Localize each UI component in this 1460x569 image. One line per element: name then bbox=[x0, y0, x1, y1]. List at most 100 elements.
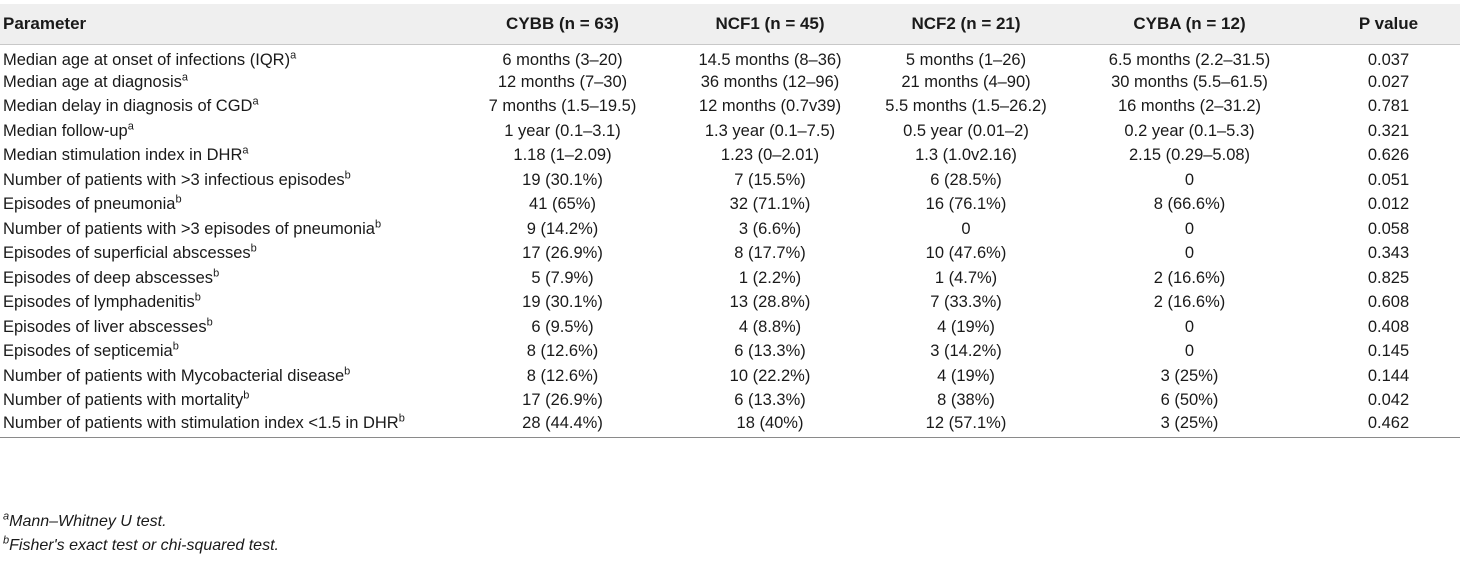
header-cybb: CYBB (n = 63) bbox=[455, 4, 670, 45]
cell-ncf2: 5 months (1–26) bbox=[905, 50, 1027, 69]
table-row: Number of patients with >3 infectious ep… bbox=[0, 168, 1460, 193]
cell-cybb: 8 (12.6%) bbox=[526, 342, 599, 361]
data-table: Parameter CYBB (n = 63) NCF1 (n = 45) NC… bbox=[0, 4, 1460, 438]
cell-parameter: Episodes of liver abscessesb bbox=[0, 315, 455, 340]
footnote-marker: a bbox=[127, 120, 134, 133]
cell-cybb: 1.18 (1–2.09) bbox=[513, 146, 612, 165]
cell-cybb: 6 (9.5%) bbox=[531, 317, 594, 336]
cell-ncf1: 13 (28.8%) bbox=[729, 293, 811, 312]
header-ncf2: NCF2 (n = 21) bbox=[870, 4, 1062, 45]
cell-parameter: Number of patients with mortalityb bbox=[0, 388, 455, 413]
parameter-label: Episodes of pneumonia bbox=[3, 195, 176, 214]
footnote-b-text: Fisher's exact test or chi-squared test. bbox=[9, 537, 279, 554]
footnote-marker: b bbox=[194, 291, 201, 304]
cell-ncf2: 1.3 (1.0v2.16) bbox=[915, 146, 1017, 165]
cell-cyba: 30 months (5.5–61.5) bbox=[1111, 72, 1268, 91]
cell-ncf1: 12 months (0.7v39) bbox=[698, 97, 842, 116]
parameter-label: Number of patients with stimulation inde… bbox=[3, 413, 399, 432]
table-row: Number of patients with stimulation inde… bbox=[0, 413, 1460, 438]
cell-p-value: 0.051 bbox=[1367, 170, 1410, 189]
footnote-marker: b bbox=[213, 267, 220, 280]
cell-ncf2: 4 (19%) bbox=[937, 366, 995, 385]
footnote-marker: b bbox=[398, 412, 405, 424]
cell-cybb: 7 months (1.5–19.5) bbox=[488, 97, 637, 116]
cell-ncf2: 0 bbox=[961, 219, 971, 238]
cell-p-value: 0.321 bbox=[1367, 121, 1410, 140]
cell-cyba: 2.15 (0.29–5.08) bbox=[1128, 146, 1251, 165]
footnote-marker: b bbox=[243, 389, 250, 402]
cell-cyba: 16 months (2–31.2) bbox=[1117, 97, 1262, 116]
footnotes: aMann–Whitney U test. bFisher's exact te… bbox=[3, 510, 279, 558]
cell-ncf2: 7 (33.3%) bbox=[930, 293, 1002, 312]
table-row: Episodes of septicemiab 8 (12.6%) 6 (13.3%… bbox=[0, 339, 1460, 364]
cell-cyba: 6.5 months (2.2–31.5) bbox=[1108, 50, 1271, 69]
cell-ncf1: 1 (2.2%) bbox=[738, 268, 802, 287]
cell-ncf1: 1.23 (0–2.01) bbox=[720, 146, 820, 165]
cell-p-value: 0.145 bbox=[1367, 342, 1410, 361]
cell-cybb: 19 (30.1%) bbox=[522, 170, 603, 189]
cell-cyba: 6 (50%) bbox=[1160, 391, 1219, 410]
cell-cybb: 17 (26.9%) bbox=[522, 244, 603, 263]
cell-ncf2: 4 (19%) bbox=[937, 317, 995, 336]
footnote-a: aMann–Whitney U test. bbox=[3, 510, 279, 534]
cell-p-value: 0.012 bbox=[1367, 195, 1410, 214]
footnote-marker: a bbox=[242, 144, 249, 157]
cell-parameter: Episodes of lymphadenitisb bbox=[0, 290, 455, 315]
parameter-label: Episodes of liver abscesses bbox=[3, 317, 207, 336]
table-header: Parameter CYBB (n = 63) NCF1 (n = 45) NC… bbox=[0, 4, 1460, 45]
parameter-label: Episodes of deep abscesses bbox=[3, 268, 214, 287]
table-row: Episodes of pneumoniab 41 (65%) 32 (71.1%)… bbox=[0, 192, 1460, 217]
cell-p-value: 0.825 bbox=[1367, 268, 1410, 287]
cell-ncf1: 18 (40%) bbox=[736, 413, 804, 432]
cell-ncf1: 6 (13.3%) bbox=[734, 391, 806, 410]
header-parameter: Parameter bbox=[0, 4, 455, 45]
cell-parameter: Number of patients with >3 episodes of p… bbox=[0, 217, 455, 242]
footnote-marker: b bbox=[344, 365, 351, 378]
table-row: Median stimulation index in DHRa 1.18 (1–… bbox=[0, 143, 1460, 168]
footnote-b-mark: b bbox=[3, 534, 10, 547]
cell-p-value: 0.027 bbox=[1367, 72, 1410, 91]
parameter-label: Median follow-up bbox=[3, 121, 128, 140]
parameter-label: Median stimulation index in DHR bbox=[3, 146, 243, 165]
cell-cybb: 9 (14.2%) bbox=[526, 219, 599, 238]
cell-ncf1: 10 (22.2%) bbox=[729, 366, 811, 385]
cell-cyba: 2 (16.6%) bbox=[1153, 293, 1226, 312]
parameter-label: Median age at diagnosis bbox=[3, 72, 182, 91]
footnote-marker: b bbox=[175, 193, 182, 206]
cell-ncf1: 3 (6.6%) bbox=[738, 219, 802, 238]
cell-cybb: 17 (26.9%) bbox=[522, 391, 603, 410]
cell-ncf1: 36 months (12–96) bbox=[700, 72, 840, 91]
cell-parameter: Number of patients with stimulation inde… bbox=[0, 413, 455, 438]
cell-cybb: 5 (7.9%) bbox=[531, 268, 594, 287]
cell-ncf1: 6 (13.3%) bbox=[734, 342, 806, 361]
parameter-label: Number of patients with mortality bbox=[3, 391, 244, 410]
cell-parameter: Median stimulation index in DHRa bbox=[0, 143, 455, 168]
cell-cybb: 8 (12.6%) bbox=[526, 366, 599, 385]
cell-p-value: 0.343 bbox=[1367, 244, 1410, 263]
table-row: Median age at onset of infections (IQR)a… bbox=[0, 44, 1460, 70]
parameter-label: Number of patients with >3 infectious ep… bbox=[3, 170, 345, 189]
cell-ncf2: 8 (38%) bbox=[937, 391, 995, 410]
cell-cyba: 0 bbox=[1184, 317, 1195, 336]
cell-parameter: Episodes of deep abscessesb bbox=[0, 266, 455, 291]
table-row: Number of patients with Mycobacterial di… bbox=[0, 364, 1460, 389]
cell-cybb: 41 (65%) bbox=[529, 195, 596, 214]
cell-ncf1: 7 (15.5%) bbox=[734, 170, 806, 189]
cell-ncf2: 1 (4.7%) bbox=[934, 268, 998, 287]
cell-ncf2: 12 (57.1%) bbox=[925, 413, 1007, 432]
cell-cyba: 8 (66.6%) bbox=[1153, 195, 1226, 214]
parameter-label: Number of patients with Mycobacterial di… bbox=[3, 366, 345, 385]
header-cyba: CYBA (n = 12) bbox=[1062, 4, 1317, 45]
cell-parameter: Episodes of septicemiab bbox=[0, 339, 455, 364]
table-row: Median age at diagnosisa 12 months (7–30)… bbox=[0, 70, 1460, 95]
cell-parameter: Number of patients with >3 infectious ep… bbox=[0, 168, 455, 193]
footnote-marker: a bbox=[290, 49, 297, 61]
cell-ncf1: 4 (8.8%) bbox=[738, 317, 802, 336]
cell-parameter: Number of patients with Mycobacterial di… bbox=[0, 364, 455, 389]
header-ncf1: NCF1 (n = 45) bbox=[670, 4, 870, 45]
parameter-label: Median delay in diagnosis of CGD bbox=[3, 97, 253, 116]
cell-p-value: 0.408 bbox=[1367, 317, 1410, 336]
table-row: Median follow-upa 1 year (0.1–3.1) 1.3 yea… bbox=[0, 119, 1460, 144]
cell-cyba: 0 bbox=[1184, 219, 1195, 238]
